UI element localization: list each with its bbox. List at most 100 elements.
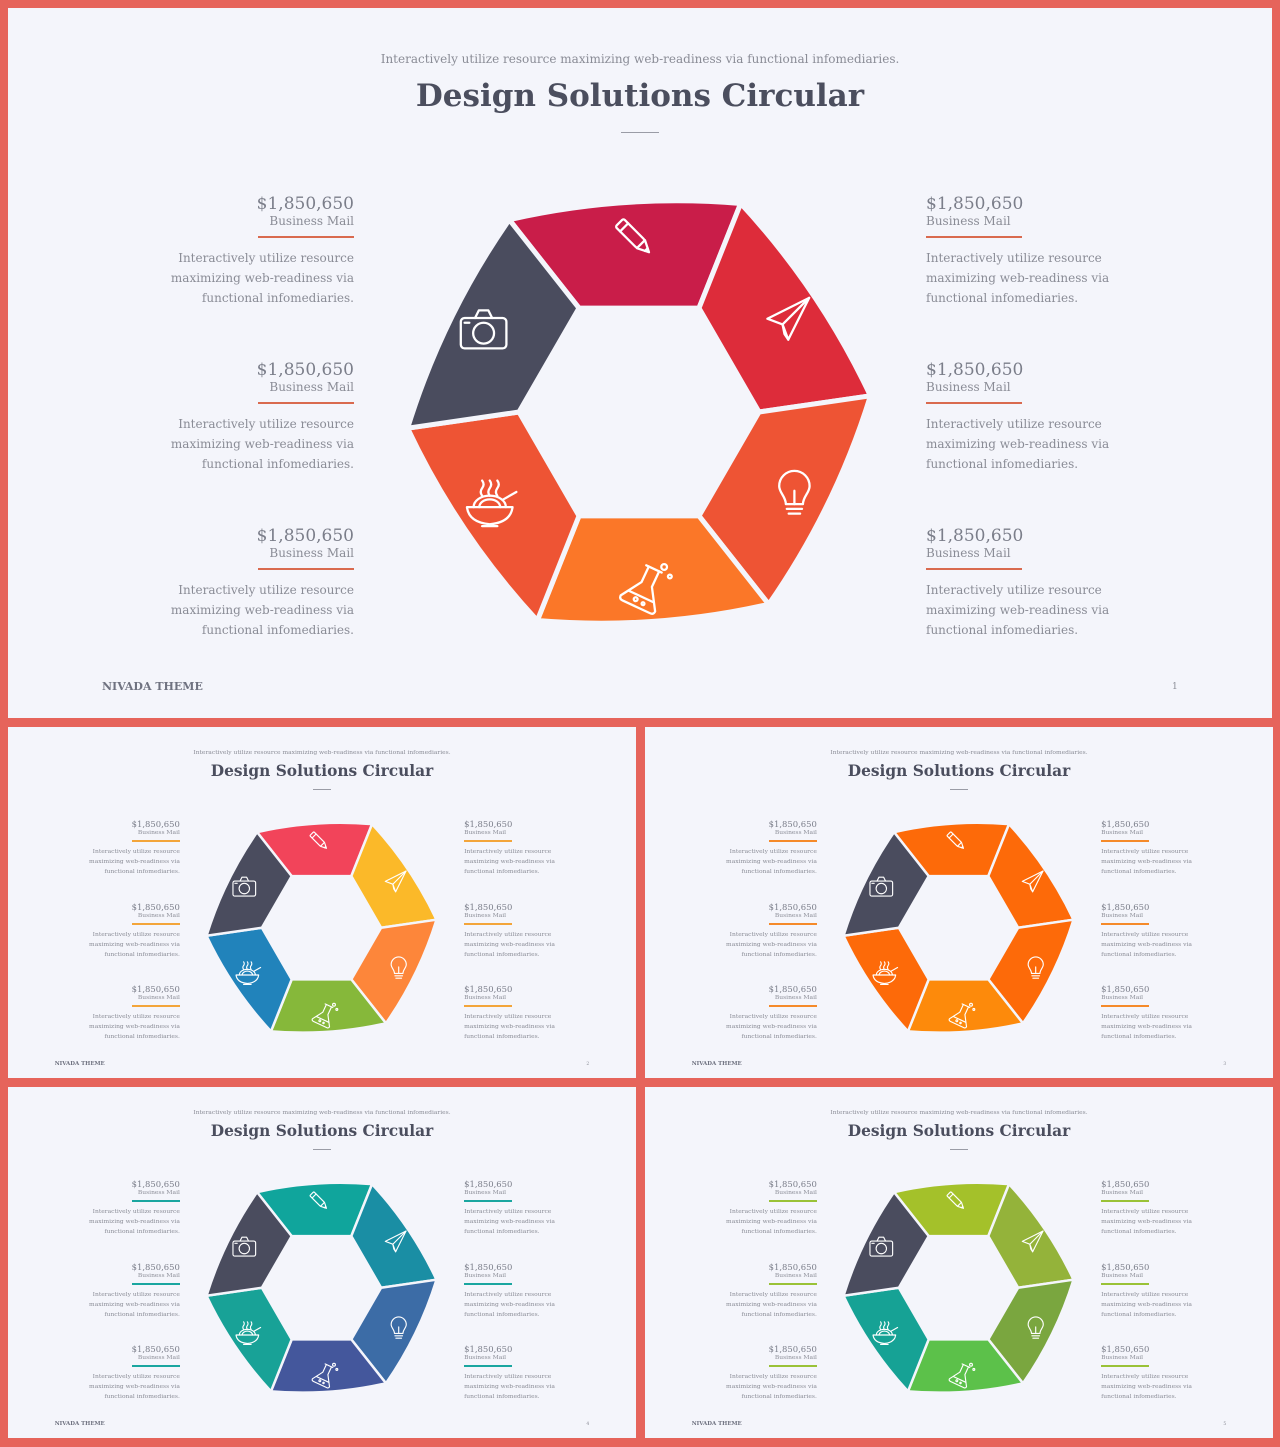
page-number: 3: [1223, 1061, 1227, 1067]
block-description: Interactively utilize resource maximizin…: [464, 848, 555, 876]
right-info-block-1: $1,850,650 Business Mail Interactively uti…: [1101, 1179, 1220, 1237]
right-info-block-2: $1,850,650 Business Mail Interactively uti…: [1101, 902, 1220, 960]
block-amount: $1,850,650: [256, 360, 354, 380]
slide-main: Interactively utilize resource maximizin…: [8, 8, 1272, 718]
block-rule: [769, 1365, 817, 1368]
camera-icon: [869, 1236, 894, 1257]
block-amount: $1,850,650: [131, 819, 180, 830]
block-label: Business Mail: [464, 994, 507, 1002]
block-rule: [1101, 922, 1149, 925]
left-info-block-3: $1,850,650 Business Mail Interactively uti…: [114, 526, 354, 640]
block-rule: [1101, 1005, 1149, 1008]
block-rule: [769, 1200, 817, 1203]
block-amount: $1,850,650: [1101, 901, 1150, 912]
block-rule: [769, 922, 817, 925]
camera-icon: [869, 876, 894, 897]
block-rule: [1101, 1200, 1149, 1203]
block-amount: $1,850,650: [1101, 819, 1150, 830]
block-rule: [132, 1005, 180, 1008]
block-amount: $1,850,650: [768, 901, 817, 912]
paper-plane-icon: [1021, 1230, 1044, 1253]
right-info-block-2: $1,850,650 Business Mail Interactively uti…: [464, 1262, 583, 1320]
footer-brand: NIVADA THEME: [54, 1060, 105, 1067]
block-description: Interactively utilize resource maximizin…: [464, 1013, 555, 1041]
noodle-bowl-icon: [235, 961, 262, 986]
block-description: Interactively utilize resource maximizin…: [464, 1290, 555, 1318]
noodle-bowl-icon: [872, 961, 899, 986]
block-amount: $1,850,650: [1101, 1261, 1150, 1272]
block-rule: [132, 1282, 180, 1285]
slide-thumb-3[interactable]: Interactively utilize resource maximizin…: [645, 727, 1273, 1078]
left-info-block-3: $1,850,650 Business Mail Interactively uti…: [698, 984, 817, 1042]
circular-diagram: [405, 198, 873, 626]
right-info-block-2: $1,850,650 Business Mail Interactively uti…: [464, 902, 583, 960]
left-info-block-1: $1,850,650 Business Mail Interactively uti…: [698, 1179, 817, 1237]
block-label: Business Mail: [1101, 994, 1144, 1002]
block-amount: $1,850,650: [926, 194, 1024, 214]
block-amount: $1,850,650: [768, 1179, 817, 1190]
block-description: Interactively utilize resource maximizin…: [1101, 1208, 1192, 1236]
block-label: Business Mail: [137, 994, 180, 1002]
block-amount: $1,850,650: [1101, 984, 1150, 995]
ring-segment-6: [205, 830, 293, 938]
block-amount: $1,850,650: [131, 984, 180, 995]
ring-segment-6: [205, 1190, 293, 1298]
lightbulb-icon: [1027, 956, 1044, 979]
title-underline: [949, 788, 969, 790]
block-description: Interactively utilize resource maximizin…: [926, 417, 1110, 471]
camera-icon: [232, 1236, 257, 1257]
block-description: Interactively utilize resource maximizin…: [1101, 1373, 1192, 1401]
block-label: Business Mail: [269, 380, 354, 394]
slide-thumb-4[interactable]: Interactively utilize resource maximizin…: [8, 1087, 636, 1438]
block-label: Business Mail: [137, 829, 180, 837]
paper-plane-icon: [384, 1230, 407, 1253]
block-rule: [926, 402, 1022, 404]
block-description: Interactively utilize resource maximizin…: [726, 1208, 817, 1236]
block-description: Interactively utilize resource maximizin…: [926, 583, 1110, 637]
flask-icon: [948, 1002, 976, 1029]
slide-thumb-5[interactable]: Interactively utilize resource maximizin…: [645, 1087, 1273, 1438]
block-rule: [769, 1005, 817, 1008]
block-description: Interactively utilize resource maximizin…: [726, 930, 817, 958]
block-description: Interactively utilize resource maximizin…: [89, 1373, 180, 1401]
block-amount: $1,850,650: [464, 901, 513, 912]
slide-title: Design Solutions Circular: [847, 1121, 1071, 1140]
right-info-block-1: $1,850,650 Business Mail Interactively uti…: [926, 194, 1166, 308]
block-rule: [464, 1005, 512, 1008]
block-description: Interactively utilize resource maximizin…: [1101, 1290, 1192, 1318]
right-info-block-3: $1,850,650 Business Mail Interactively uti…: [926, 526, 1166, 640]
block-label: Business Mail: [926, 214, 1011, 228]
circular-diagram: [205, 821, 438, 1034]
block-rule: [464, 1365, 512, 1368]
right-info-block-1: $1,850,650 Business Mail Interactively uti…: [1101, 819, 1220, 877]
block-description: Interactively utilize resource maximizin…: [726, 1290, 817, 1318]
block-amount: $1,850,650: [926, 360, 1024, 380]
left-info-block-1: $1,850,650 Business Mail Interactively uti…: [698, 819, 817, 877]
block-rule: [464, 840, 512, 843]
footer-brand: NIVADA THEME: [691, 1420, 742, 1427]
left-info-block-1: $1,850,650 Business Mail Interactively uti…: [114, 194, 354, 308]
right-info-block-1: $1,850,650 Business Mail Interactively uti…: [464, 819, 583, 877]
pencil-icon: [946, 831, 965, 849]
paper-plane-icon: [1021, 870, 1044, 893]
block-label: Business Mail: [464, 829, 507, 837]
block-rule: [132, 922, 180, 925]
block-amount: $1,850,650: [464, 1261, 513, 1272]
title-underline: [312, 1148, 332, 1150]
block-label: Business Mail: [137, 911, 180, 919]
block-amount: $1,850,650: [1101, 1179, 1150, 1190]
page-number: 1: [1172, 682, 1178, 692]
block-label: Business Mail: [1101, 911, 1144, 919]
block-description: Interactively utilize resource maximizin…: [170, 417, 354, 471]
slide-subtitle: Interactively utilize resource maximizin…: [193, 1108, 451, 1116]
circular-diagram: [205, 1181, 438, 1394]
noodle-bowl-icon: [872, 1321, 899, 1346]
flask-icon: [311, 1002, 339, 1029]
page-number: 5: [1223, 1421, 1227, 1427]
right-info-block-3: $1,850,650 Business Mail Interactively uti…: [464, 984, 583, 1042]
block-label: Business Mail: [269, 546, 354, 560]
noodle-bowl-icon: [465, 479, 518, 528]
slide-thumb-2[interactable]: Interactively utilize resource maximizin…: [8, 727, 636, 1078]
left-info-block-3: $1,850,650 Business Mail Interactively uti…: [61, 984, 180, 1042]
lightbulb-icon: [1027, 1316, 1044, 1339]
